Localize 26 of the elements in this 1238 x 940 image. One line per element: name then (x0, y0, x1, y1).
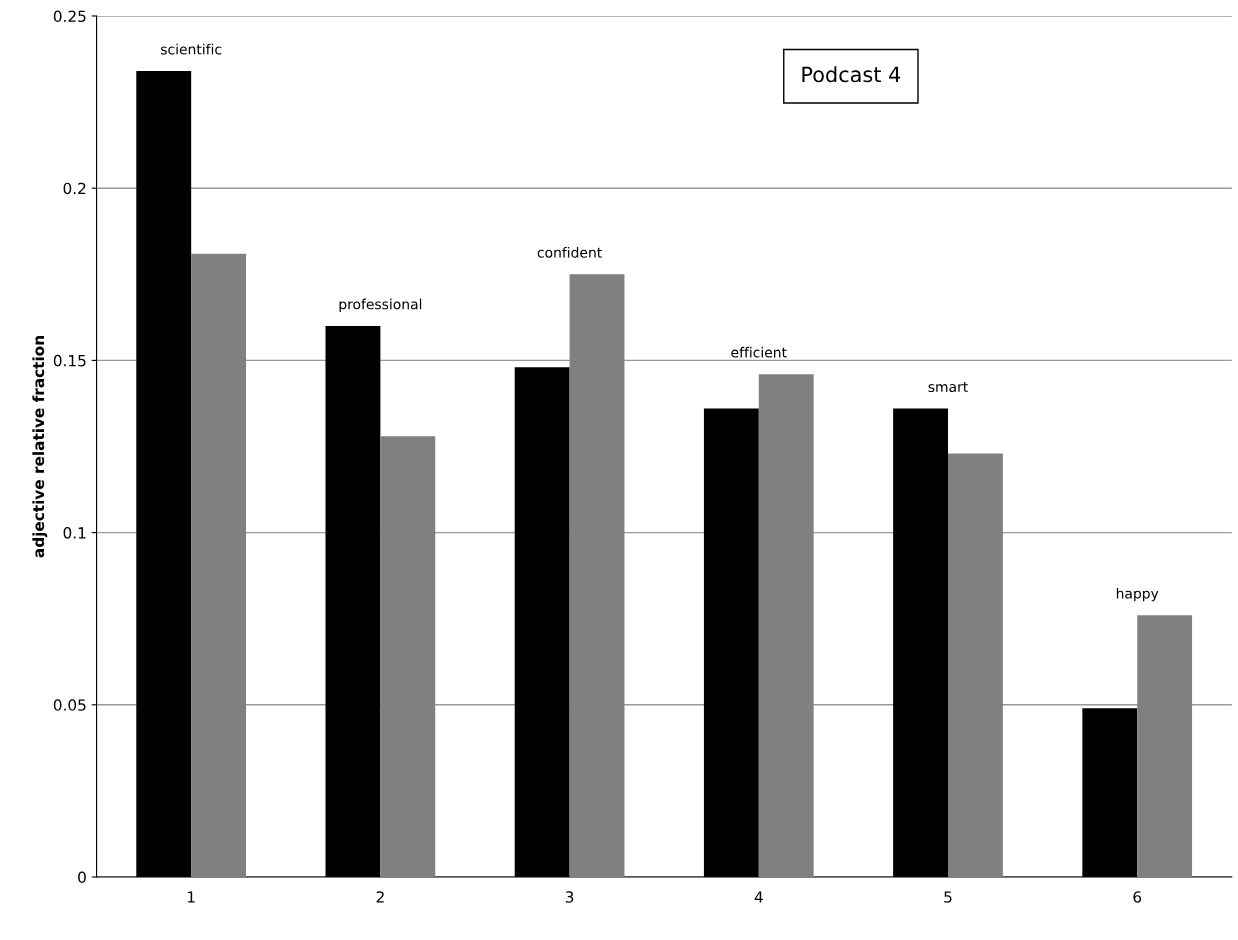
annotation: smart (928, 382, 968, 393)
bar (758, 374, 814, 878)
y-tick-label: 0.25 (53, 10, 86, 22)
x-tick-label: 1 (187, 891, 195, 903)
y-tick-label: 0.05 (53, 699, 86, 711)
bar (569, 274, 625, 878)
bar (948, 453, 1003, 878)
x-tick-label: 6 (1133, 891, 1142, 903)
bar (1137, 615, 1193, 878)
bar (380, 436, 436, 878)
annotation: efficient (731, 346, 787, 358)
x-tick-label: 3 (565, 891, 574, 903)
annotation: happy (1116, 587, 1159, 602)
x-tick-label: 4 (754, 891, 763, 903)
x-tick-label: 2 (376, 891, 384, 903)
y-axis-title: adjective relative fraction (32, 336, 48, 558)
x-tick-label: 5 (944, 891, 952, 903)
annotation: professional (339, 298, 422, 313)
y-tick-label: 0 (78, 871, 86, 884)
y-tick-label: 0.1 (63, 527, 86, 539)
annotation: confident (537, 246, 602, 258)
y-tick-label: 0.15 (53, 354, 86, 367)
annotation: Podcast 4 (802, 66, 901, 83)
annotation: scientific (161, 43, 222, 55)
bar (191, 253, 247, 878)
y-tick-label: 0.2 (63, 182, 86, 195)
